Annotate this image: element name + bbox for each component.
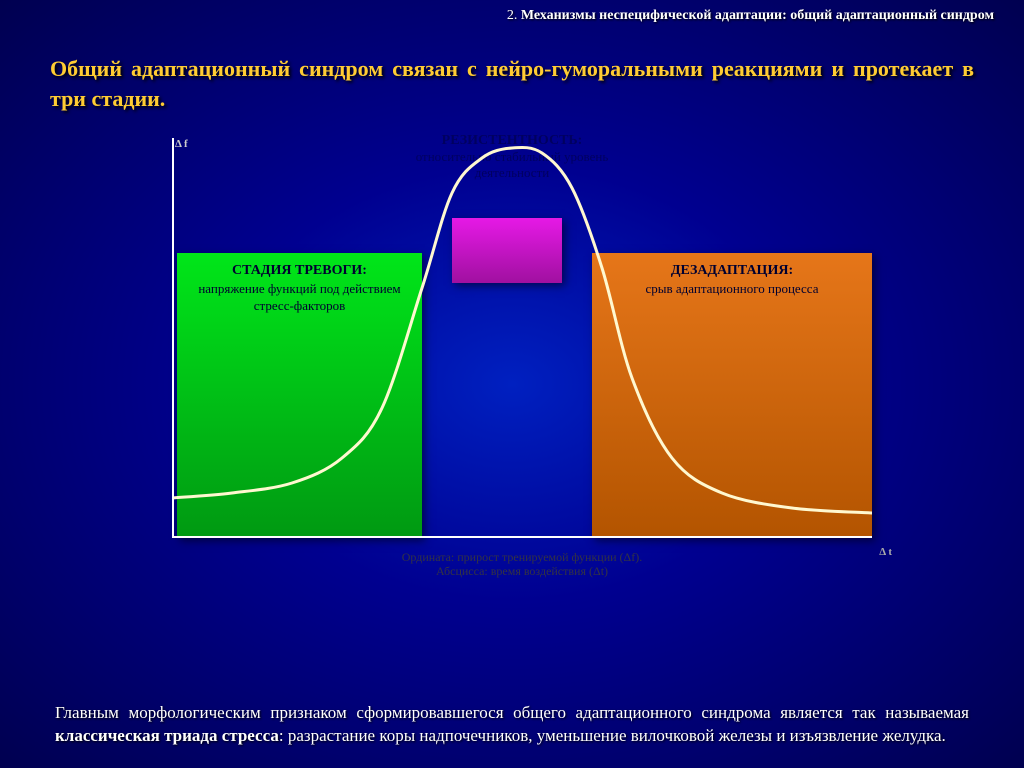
x-axis: [172, 536, 872, 538]
resistance-title: РЕЗИСТЕНТНОСТЬ:: [407, 133, 617, 149]
slide-header: 2. Механизмы неспецифической адаптации: …: [0, 0, 1024, 24]
stage-exhaustion-box: ДЕЗАДАПТАЦИЯ: срыв адаптационного процес…: [592, 253, 872, 538]
header-text: Механизмы неспецифической адаптации: общ…: [521, 8, 994, 23]
adaptation-chart: РЕЗИСТЕНТНОСТЬ: относительно стабильный …: [132, 138, 892, 578]
footer-post: : разрастание коры надпочечников, уменьш…: [279, 726, 946, 745]
plot-area: РЕЗИСТЕНТНОСТЬ: относительно стабильный …: [172, 138, 872, 538]
header-number: 2.: [507, 8, 521, 23]
resistance-subtitle: относительно стабильный уровень деятельн…: [407, 149, 617, 180]
caption-line1: Ордината: прирост тренируемой функции (Δ…: [402, 550, 643, 564]
stage-alarm-title: СТАДИЯ ТРЕВОГИ:: [185, 263, 414, 279]
footer-pre: Главным морфологическим признаком сформи…: [55, 703, 969, 722]
stage-alarm-box: СТАДИЯ ТРЕВОГИ: напряжение функций под д…: [177, 253, 422, 538]
footer-bold: классическая триада стресса: [55, 726, 279, 745]
stage-resistance-box: [452, 218, 562, 283]
slide-title: Общий адаптационный синдром связан с ней…: [0, 24, 1024, 123]
caption-line2: Абсцисса: время воздействия (Δt): [436, 564, 608, 578]
stage-alarm-subtitle: напряжение функций под действием стресс-…: [185, 279, 414, 314]
chart-caption: Ордината: прирост тренируемой функции (Δ…: [172, 550, 872, 579]
y-axis-label: Δ f: [175, 138, 188, 150]
stage-exhaustion-subtitle: срыв адаптационного процесса: [600, 279, 864, 297]
footer-text: Главным морфологическим признаком сформи…: [0, 702, 1024, 748]
stage-exhaustion-title: ДЕЗАДАПТАЦИЯ:: [600, 263, 864, 279]
y-axis: [172, 138, 174, 538]
x-axis-label: Δ t: [879, 546, 892, 558]
resistance-label: РЕЗИСТЕНТНОСТЬ: относительно стабильный …: [407, 133, 617, 180]
